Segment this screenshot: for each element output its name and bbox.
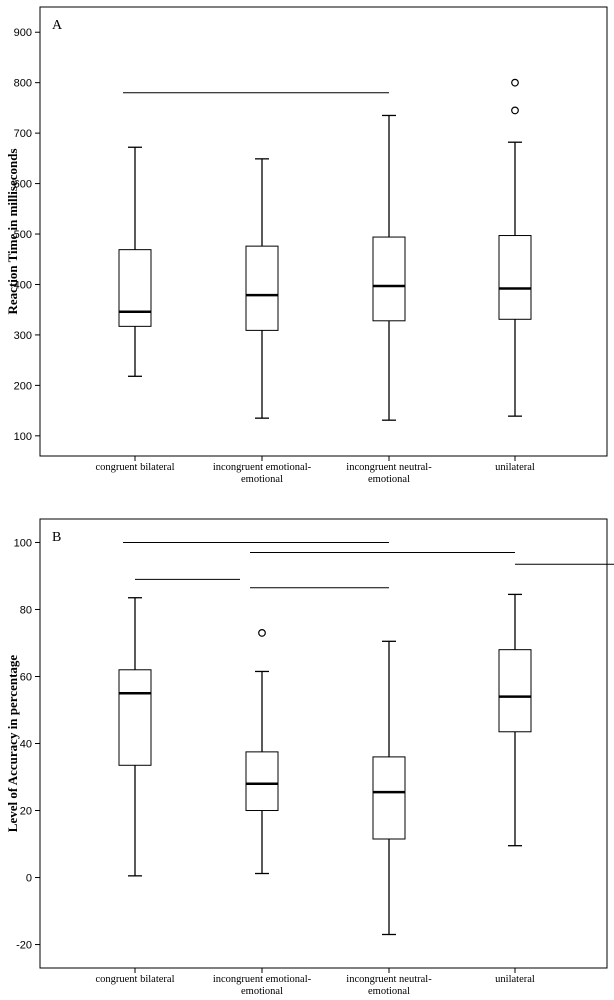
x-tick-label: incongruent emotional-emotional xyxy=(213,974,312,997)
x-tick-label-line: incongruent neutral- xyxy=(346,462,432,473)
panel-label: B xyxy=(52,530,61,545)
chart-panel-a: A 100 200 300 400 500 600 700 800 900 Reaction Tim… xyxy=(5,6,608,485)
y-tick-label: 600 xyxy=(14,179,32,191)
y-tick-label: 40 xyxy=(20,739,32,751)
y-tick-label: 100 xyxy=(14,537,32,549)
y-tick-label: 400 xyxy=(14,279,32,291)
plot-frame xyxy=(39,6,608,457)
chart-panel-b: B -20 0 20 40 60 80 100 Level of Accuracy in per… xyxy=(5,518,614,997)
panel-label: A xyxy=(52,18,63,33)
y-tick-label: 100 xyxy=(14,431,32,443)
box-iqr xyxy=(118,669,152,766)
box-iqr xyxy=(245,751,279,812)
y-tick-label: 800 xyxy=(14,78,32,90)
y-tick-label: -20 xyxy=(16,940,32,952)
x-tick-label: incongruent emotional-emotional xyxy=(213,462,312,485)
x-tick-label-line: incongruent neutral- xyxy=(346,974,432,985)
x-tick-label: incongruent neutral-emotional xyxy=(346,462,432,485)
x-tick-label-line: congruent bilateral xyxy=(95,974,174,985)
x-tick-label: unilateral xyxy=(495,974,535,985)
box-iqr xyxy=(372,756,406,840)
x-tick-label: congruent bilateral xyxy=(95,974,174,985)
y-tick-label: 80 xyxy=(20,604,32,616)
x-tick-label-line: emotional xyxy=(241,986,283,997)
box-iqr xyxy=(372,236,406,322)
box-iqr xyxy=(498,235,532,320)
box-iqr xyxy=(498,649,532,733)
y-tick-label: 20 xyxy=(20,806,32,818)
y-tick-label: 300 xyxy=(14,330,32,342)
y-axis-label: Reaction Time in milliseconds xyxy=(5,149,20,315)
x-tick-label-line: unilateral xyxy=(495,462,535,473)
y-tick-label: 60 xyxy=(20,671,32,683)
x-tick-label: unilateral xyxy=(495,462,535,473)
x-tick-label-line: incongruent emotional- xyxy=(213,974,312,985)
x-tick-label-line: emotional xyxy=(368,986,410,997)
x-tick-label-line: congruent bilateral xyxy=(95,462,174,473)
box-iqr xyxy=(245,245,279,331)
x-tick-label-line: emotional xyxy=(368,474,410,485)
y-tick-label: 200 xyxy=(14,380,32,392)
outlier-point xyxy=(511,78,519,87)
x-tick-label: congruent bilateral xyxy=(95,462,174,473)
outlier-point xyxy=(258,629,266,637)
x-tick-label-line: emotional xyxy=(241,474,283,485)
y-tick-label: 500 xyxy=(14,229,32,241)
outlier-point xyxy=(511,106,519,115)
y-tick-label: 0 xyxy=(26,873,32,885)
y-tick-label: 700 xyxy=(14,128,32,140)
x-tick-label: incongruent neutral-emotional xyxy=(346,974,432,997)
x-tick-label-line: incongruent emotional- xyxy=(213,462,312,473)
x-tick-label-line: unilateral xyxy=(495,974,535,985)
box-iqr xyxy=(118,249,152,327)
y-axis-label: Level of Accuracy in percentage xyxy=(5,655,20,833)
y-tick-label: 900 xyxy=(14,27,32,39)
